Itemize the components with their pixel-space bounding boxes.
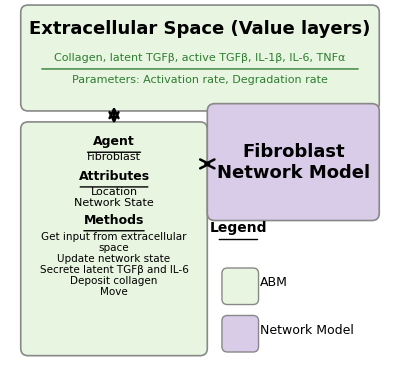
Text: Network State: Network State bbox=[74, 198, 154, 208]
Text: Network Model: Network Model bbox=[260, 323, 354, 337]
Text: Secrete latent TGFβ and IL-6: Secrete latent TGFβ and IL-6 bbox=[40, 265, 188, 275]
Text: Get input from extracellular: Get input from extracellular bbox=[41, 232, 187, 242]
Text: ABM: ABM bbox=[260, 276, 288, 289]
Text: Parameters: Activation rate, Degradation rate: Parameters: Activation rate, Degradation… bbox=[72, 75, 328, 85]
FancyBboxPatch shape bbox=[207, 104, 379, 220]
Text: Move: Move bbox=[100, 287, 128, 297]
Text: Agent: Agent bbox=[93, 135, 135, 149]
FancyBboxPatch shape bbox=[21, 122, 207, 355]
Text: Fibroblast
Network Model: Fibroblast Network Model bbox=[217, 144, 370, 182]
Text: Location: Location bbox=[90, 187, 138, 197]
Text: Attributes: Attributes bbox=[78, 170, 150, 183]
Text: Deposit collagen: Deposit collagen bbox=[70, 276, 158, 286]
FancyBboxPatch shape bbox=[222, 268, 258, 305]
Text: Fibroblast: Fibroblast bbox=[87, 152, 141, 162]
Text: Methods: Methods bbox=[84, 214, 144, 227]
Text: Update network state: Update network state bbox=[58, 254, 170, 264]
FancyBboxPatch shape bbox=[21, 5, 379, 111]
Text: Extracellular Space (Value layers): Extracellular Space (Value layers) bbox=[29, 20, 371, 38]
Text: Legend: Legend bbox=[210, 221, 267, 235]
Text: Collagen, latent TGFβ, active TGFβ, IL-1β, IL-6, TNFα: Collagen, latent TGFβ, active TGFβ, IL-1… bbox=[54, 53, 346, 63]
Text: space: space bbox=[99, 243, 129, 253]
FancyBboxPatch shape bbox=[222, 315, 258, 352]
